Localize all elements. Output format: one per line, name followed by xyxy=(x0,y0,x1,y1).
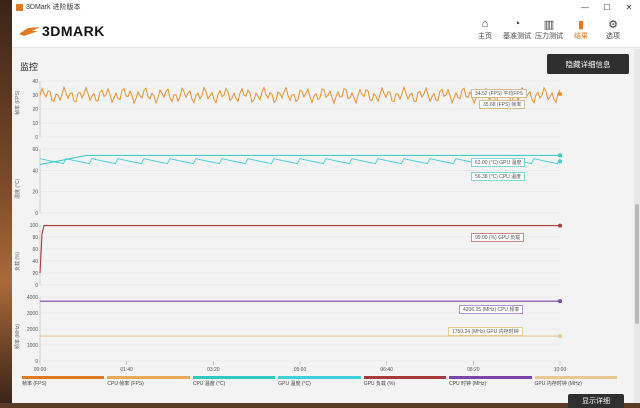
window-title: 3DMark 进阶版本 xyxy=(26,4,81,11)
legend-item-gpu-load[interactable]: GPU 负载 (%) xyxy=(363,376,447,388)
details-button[interactable]: 显示详细 xyxy=(568,394,624,408)
y-tick-label: 60 xyxy=(32,247,38,253)
stress-icon: ▥ xyxy=(543,18,555,31)
nav-results[interactable]: ▮ 结果 xyxy=(566,17,596,41)
app-icon xyxy=(16,3,23,11)
nav-options-label: 选项 xyxy=(606,33,620,40)
title-bar: 3DMark 进阶版本 — ☐ ✕ xyxy=(12,0,640,14)
app-header: 3DMARK ⌂ 主页 ◔ 基准测试 ▥ 压力测试 ▮ 结果 ⚙ 选项 xyxy=(12,14,640,48)
gpu-load-series-line xyxy=(39,225,560,274)
y-tick-label: 0 xyxy=(35,135,38,141)
y-tick-label: 100 xyxy=(30,223,39,229)
y-tick-label: 30 xyxy=(32,93,38,99)
minimize-button[interactable]: — xyxy=(581,2,589,12)
background-art xyxy=(0,0,12,403)
y-tick-label: 40 xyxy=(32,259,38,265)
legend-item-cpu-fps[interactable]: CPU 帧率 (FPS) xyxy=(107,376,190,388)
y-tick-label: 1000 xyxy=(27,343,38,349)
maximize-button[interactable]: ☐ xyxy=(603,2,611,12)
chart-legend: 帧率 (FPS) CPU 帧率 (FPS) CPU 温度 (°C) GPU 温度… xyxy=(22,376,620,388)
home-icon: ⌂ xyxy=(481,18,489,30)
y-tick-label: 20 xyxy=(32,271,38,277)
nav-home[interactable]: ⌂ 主页 xyxy=(470,17,500,41)
nav-stress-tests[interactable]: ▥ 压力测试 xyxy=(534,17,564,41)
legend-item-cpu-temp[interactable]: CPU 温度 (°C) xyxy=(192,376,276,388)
y-tick-label: 60 xyxy=(32,147,38,153)
y-tick-label: 40 xyxy=(32,79,38,85)
y-tick-label: 10 xyxy=(32,121,38,127)
y-tick-label: 3000 xyxy=(27,311,38,317)
y-tick-label: 0 xyxy=(35,359,38,365)
y-tick-label: 40 xyxy=(32,168,38,174)
temp-axis-label: 温度 (°C) xyxy=(15,178,21,199)
fps-axis-label: 帧率 (FPS) xyxy=(15,90,21,115)
brand-swoosh-icon xyxy=(19,26,40,36)
nav-options[interactable]: ⚙ 选项 xyxy=(598,17,628,41)
monitoring-section: 监控 隐藏详细信息 40 30 20 10 0 60 40 20 0 100 80 60 40 20 0 40… xyxy=(12,49,634,408)
cpu-clock-value-tag: 4206.25 (MHz) CPU 频率 xyxy=(459,305,524,314)
legend-item-gpu-temp[interactable]: GPU 温度 (°C) xyxy=(278,376,361,388)
x-tick-label: 01:40 xyxy=(120,367,133,373)
monitoring-chart: 4030201006040200100806040200400030002000… xyxy=(27,79,567,373)
x-tick-label: 10:00 xyxy=(554,367,567,373)
cpu-fps-value-tag: 35.68 (FPS) 帧率 xyxy=(479,100,526,109)
main-nav: ⌂ 主页 ◔ 基准测试 ▥ 压力测试 ▮ 结果 ⚙ 选项 xyxy=(468,17,628,41)
nav-results-label: 结果 xyxy=(574,33,588,40)
gpu-temp-value-tag: 63.00 (°C) GPU 温度 xyxy=(471,158,526,167)
scrollbar-thumb[interactable] xyxy=(635,204,639,324)
brand-logo[interactable]: 3DMARK xyxy=(18,23,105,39)
x-tick-label: 08:20 xyxy=(467,367,480,373)
legend-item-cpu-clock[interactable]: CPU 时钟 (MHz) xyxy=(449,376,532,388)
gpu-clock-end-point xyxy=(558,334,562,339)
gpu-load-value-tag: 99.00 (%) GPU 负载 xyxy=(471,233,525,242)
gear-icon: ⚙ xyxy=(608,18,618,31)
legend-item-fps[interactable]: 帧率 (FPS) xyxy=(22,376,105,388)
scrollbar[interactable] xyxy=(634,49,640,403)
close-button[interactable]: ✕ xyxy=(625,2,633,12)
brand-text: 3DMARK xyxy=(42,22,105,39)
y-tick-label: 80 xyxy=(32,235,38,241)
fps-series-line xyxy=(39,85,561,105)
x-tick-label: 05:00 xyxy=(294,367,307,373)
x-tick-label: 00:00 xyxy=(34,367,47,373)
nav-benchmarks-label: 基准测试 xyxy=(503,33,531,40)
nav-stress-label: 压力测试 xyxy=(535,33,563,40)
gauge-icon: ◔ xyxy=(513,18,521,30)
x-tick-label: 06:40 xyxy=(380,367,393,373)
section-title: 监控 xyxy=(20,62,39,72)
gpu-load-end-point xyxy=(558,223,562,228)
y-tick-label: 0 xyxy=(35,283,38,289)
legend-item-gpu-clock[interactable]: GPU 内存时钟 (MHz) xyxy=(534,376,617,388)
fps-end-point xyxy=(558,92,562,97)
cpu-temp-end-point xyxy=(558,159,562,164)
y-tick-label: 20 xyxy=(32,107,38,113)
y-tick-label: 0 xyxy=(35,211,38,217)
app-window: 3DMark 进阶版本 — ☐ ✕ 3DMARK ⌂ 主页 ◔ 基准测试 ▥ 压… xyxy=(12,0,640,408)
x-tick-label: 03:20 xyxy=(207,367,220,373)
y-tick-label: 20 xyxy=(32,190,38,196)
y-tick-label: 2000 xyxy=(27,327,38,333)
y-tick-label: 4000 xyxy=(27,295,38,301)
results-icon: ▮ xyxy=(577,18,585,31)
fps-value-tag: 34.52 (FPS) 平均FPS xyxy=(471,89,528,98)
clock-axis-label: 频率 (MHz) xyxy=(15,324,21,349)
nav-benchmarks[interactable]: ◔ 基准测试 xyxy=(502,17,532,41)
load-axis-label: 负载 (%) xyxy=(15,251,21,271)
gpu-temp-end-point xyxy=(558,153,562,158)
cpu-temp-value-tag: 56.38 (°C) CPU 温度 xyxy=(471,172,526,181)
gpu-clock-value-tag: 1750.24 (MHz) GPU 内存时钟 xyxy=(448,327,523,336)
gpu-temp-series-line xyxy=(39,154,560,165)
nav-home-label: 主页 xyxy=(478,33,492,40)
cpu-clock-end-point xyxy=(558,299,562,304)
hide-details-button[interactable]: 隐藏详细信息 xyxy=(547,54,629,74)
